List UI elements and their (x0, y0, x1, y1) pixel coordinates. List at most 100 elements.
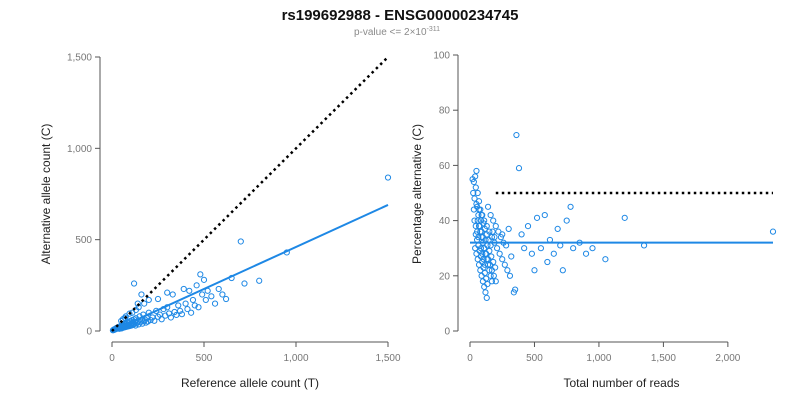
x-tick-label: 1,500 (651, 353, 676, 364)
data-point (472, 223, 479, 230)
y-tick-label: 1,500 (67, 53, 92, 64)
x-tick-label: 2,000 (715, 353, 740, 364)
data-point (186, 287, 193, 294)
x-tick-label: 0 (109, 353, 115, 364)
data-point (472, 173, 479, 180)
x-axis-label: Reference allele count (T) (181, 376, 319, 390)
data-point (197, 271, 204, 278)
y-tick-label: 1,000 (67, 144, 92, 155)
fit-line (111, 204, 389, 332)
data-point (481, 217, 488, 224)
data-point (493, 245, 501, 252)
data-point (175, 302, 182, 309)
data-point (508, 253, 515, 260)
data-point (533, 214, 541, 221)
data-point (154, 295, 162, 303)
data-point (145, 296, 152, 304)
y-tick-label: 40 (439, 216, 451, 227)
y-tick-label: 80 (439, 106, 451, 117)
data-point (483, 256, 490, 263)
data-point (531, 267, 538, 274)
data-point (541, 211, 548, 219)
data-point (219, 291, 226, 298)
data-point (528, 250, 535, 257)
data-point (473, 228, 481, 235)
data-point (184, 305, 191, 313)
data-point (121, 314, 128, 321)
y-tick-label: 500 (75, 235, 92, 246)
y-tick-label: 60 (439, 161, 451, 172)
data-point (169, 291, 176, 298)
reference-line (111, 56, 389, 332)
data-point (193, 282, 200, 289)
data-point (621, 214, 628, 221)
data-point (475, 234, 482, 241)
x-tick-label: 500 (526, 353, 543, 364)
data-point (208, 293, 215, 300)
data-point (473, 167, 480, 175)
data-point (589, 245, 596, 252)
data-point (134, 300, 141, 307)
x-axis-label: Total number of reads (563, 376, 679, 390)
chart-subtitle: p-value <= 2×10-311 (354, 26, 440, 38)
x-tick-label: 1,000 (586, 353, 611, 364)
data-point (488, 234, 496, 241)
data-point (492, 264, 499, 271)
data-point (486, 267, 493, 274)
data-point (478, 211, 485, 219)
data-point (537, 245, 545, 252)
data-point (490, 258, 497, 266)
data-point (513, 131, 520, 139)
data-point (488, 253, 495, 260)
data-point (477, 228, 484, 235)
data-point (488, 278, 496, 285)
data-point (470, 206, 477, 213)
data-point (384, 174, 392, 181)
data-point (483, 223, 490, 230)
data-point (200, 276, 208, 283)
y-axis-label: Percentage alternative (C) (410, 124, 424, 264)
data-point (176, 307, 184, 315)
panel-allele-counts: 0 500 1,000 1,500 0 500 1,000 1,500 Reference al… (39, 53, 401, 391)
data-point (567, 203, 574, 210)
data-point (481, 245, 488, 252)
data-point (484, 203, 492, 210)
data-point (487, 272, 494, 279)
data-point (191, 302, 198, 309)
data-point (499, 256, 506, 263)
data-point (241, 280, 248, 287)
data-point (481, 261, 488, 268)
data-point (486, 228, 493, 235)
data-point (497, 234, 505, 241)
data-point (501, 261, 508, 268)
data-point (480, 256, 487, 263)
data-point (256, 277, 263, 284)
data-point (141, 300, 148, 307)
data-point (506, 272, 514, 279)
data-point (482, 250, 489, 257)
data-point (470, 189, 477, 197)
data-point (130, 280, 138, 287)
data-point (473, 200, 480, 208)
data-point (769, 228, 777, 235)
data-point (178, 311, 186, 318)
data-point (490, 272, 497, 279)
data-point (515, 165, 523, 172)
data-point (188, 309, 195, 316)
data-point (495, 228, 502, 235)
data-point (158, 316, 165, 323)
chart-title: rs199692988 - ENSG00000234745 (282, 7, 519, 24)
data-point (474, 217, 481, 224)
data-point (512, 286, 519, 293)
data-point (180, 285, 187, 293)
data-point (477, 245, 485, 252)
y-tick-label: 0 (444, 327, 450, 338)
data-point (481, 269, 488, 277)
data-point (167, 314, 174, 321)
data-point (492, 223, 499, 230)
data-point (482, 289, 489, 296)
x-tick-label: 0 (467, 353, 473, 364)
data-point (126, 310, 133, 317)
points-group (109, 174, 392, 334)
panel-percentage: 0 500 1,000 1,500 2,000 0 20 40 60 80 100 Total num… (410, 51, 777, 390)
